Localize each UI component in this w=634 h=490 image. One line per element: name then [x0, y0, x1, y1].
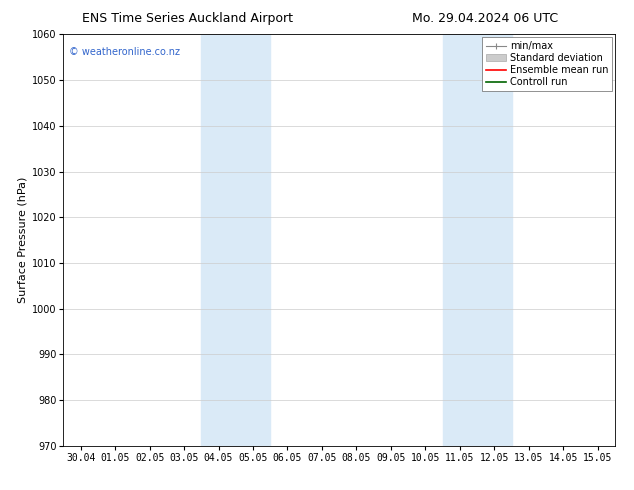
Text: Mo. 29.04.2024 06 UTC: Mo. 29.04.2024 06 UTC	[412, 12, 558, 25]
Bar	[443, 34, 512, 446]
Bar	[202, 34, 270, 446]
Legend: min/max, Standard deviation, Ensemble mean run, Controll run: min/max, Standard deviation, Ensemble me…	[482, 37, 612, 91]
Y-axis label: Surface Pressure (hPa): Surface Pressure (hPa)	[18, 177, 28, 303]
Text: © weatheronline.co.nz: © weatheronline.co.nz	[69, 47, 180, 57]
Text: ENS Time Series Auckland Airport: ENS Time Series Auckland Airport	[82, 12, 294, 25]
